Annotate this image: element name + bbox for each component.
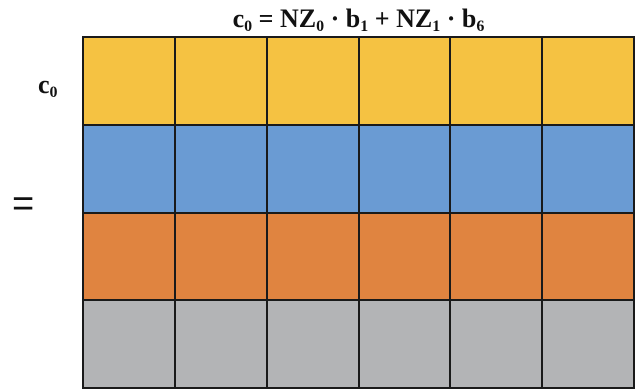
equation-dot2: ·	[440, 4, 462, 33]
equation-lhs: c	[232, 4, 245, 33]
equation-var2-sub: 6	[476, 18, 485, 35]
grid-cell-r1-c2	[267, 125, 358, 212]
grid-cell-r0-c0	[84, 38, 174, 124]
grid-cell-r3-c5	[543, 301, 633, 387]
equation-var1: b	[345, 4, 361, 33]
row-label-sub: 0	[49, 84, 58, 101]
equation-var1-sub: 1	[360, 18, 369, 35]
grid-cell-r3-c2	[267, 301, 358, 387]
grid-cell-r3-c4	[451, 301, 542, 387]
grid-cell-r3-c3	[359, 301, 450, 387]
grid-cell-r1-c1	[175, 125, 266, 212]
row-label-text: c	[38, 70, 50, 99]
color-grid	[82, 36, 635, 389]
grid-cell-r3-c1	[175, 301, 266, 387]
grid-cell-r0-c4	[451, 38, 542, 124]
grid-cell-r1-c3	[359, 125, 450, 212]
grid-cell-r2-c0	[84, 213, 174, 300]
grid-cell-r1-c0	[84, 125, 174, 212]
equation-lhs-sub: 0	[244, 18, 253, 35]
equation-plus: +	[368, 4, 397, 33]
grid-cell-r0-c3	[359, 38, 450, 124]
equation-term1-sub: 0	[316, 18, 325, 35]
grid-cell-r2-c1	[175, 213, 266, 300]
grid-cell-r2-c4	[451, 213, 542, 300]
grid-cell-r3-c0	[84, 301, 174, 387]
equation-title: c0 = NZ0 · b1 + NZ1 · b6	[82, 4, 635, 35]
grid-cell-r0-c5	[543, 38, 633, 124]
equation-term2: NZ	[396, 4, 433, 33]
equation-term1: NZ	[280, 4, 317, 33]
equation-term2-sub: 1	[432, 18, 441, 35]
grid-cell-r2-c5	[543, 213, 633, 300]
grid-cell-r1-c4	[451, 125, 542, 212]
grid-cell-r2-c3	[359, 213, 450, 300]
equation-dot1: ·	[324, 4, 346, 33]
grid-cell-r2-c2	[267, 213, 358, 300]
grid-cell-r1-c5	[543, 125, 633, 212]
equals-sign: =	[12, 183, 35, 225]
equation-equals: =	[252, 4, 280, 33]
grid-cell-r0-c1	[175, 38, 266, 124]
row-label-c0: c0	[38, 70, 58, 101]
equation-var2: b	[461, 4, 477, 33]
grid-cell-r0-c2	[267, 38, 358, 124]
